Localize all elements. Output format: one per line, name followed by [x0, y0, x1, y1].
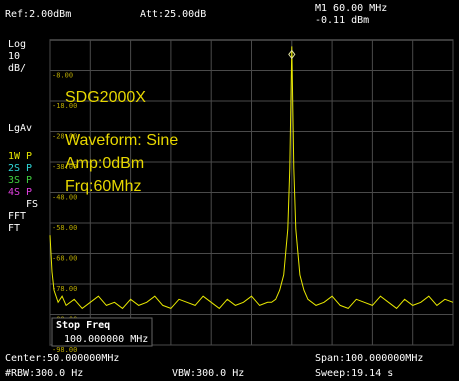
- overlay-text: Amp:0dBm: [65, 155, 144, 172]
- side-label: FFT: [8, 211, 26, 222]
- y-tick-label: -28.00: [52, 133, 77, 141]
- side-label: 4S P: [8, 187, 32, 198]
- y-tick-label: -18.00: [52, 102, 77, 110]
- side-label: Log: [8, 39, 26, 50]
- side-label: 2S P: [8, 163, 32, 174]
- softkey-title: Stop Freq: [56, 320, 110, 331]
- side-label: 10: [8, 51, 20, 62]
- overlay-text: Frq:60Mhz: [65, 178, 141, 195]
- y-tick-label: -58.00: [52, 224, 77, 232]
- y-tick-label: -68.00: [52, 255, 77, 263]
- vbw: VBW:300.0 Hz: [172, 368, 244, 379]
- marker: [288, 49, 296, 60]
- softkey-box: [51, 317, 153, 347]
- y-tick-label: -48.00: [52, 194, 77, 202]
- side-label: FT: [8, 223, 20, 234]
- span: Span:100.000000MHz: [315, 353, 423, 364]
- side-label: FS: [26, 199, 38, 210]
- overlay-text: Waveform: Sine: [65, 132, 178, 149]
- y-tick-label: -38.00: [52, 163, 77, 171]
- side-label: LgAv: [8, 123, 32, 134]
- center-freq: Center:50.000000MHz: [5, 353, 119, 364]
- marker-freq: M1 60.00 MHz: [315, 3, 387, 14]
- side-label: 1W P: [8, 151, 32, 162]
- y-tick-label: -78.00: [52, 285, 77, 293]
- y-tick-label: -8.00: [52, 72, 73, 80]
- ref-level: Ref:2.00dBm: [5, 9, 71, 20]
- overlay-text: SDG2000X: [65, 89, 146, 106]
- softkey-value: 100.000000 MHz: [64, 334, 148, 345]
- side-label: 3S P: [8, 175, 32, 186]
- y-tick-label: -98.00: [52, 346, 77, 354]
- sweep-time: Sweep:19.14 s: [315, 368, 393, 379]
- rbw: #RBW:300.0 Hz: [5, 368, 83, 379]
- marker-level: -0.11 dBm: [315, 15, 369, 26]
- attenuation: Att:25.00dB: [140, 9, 206, 20]
- trace: [49, 46, 454, 310]
- side-label: dB/: [8, 63, 26, 74]
